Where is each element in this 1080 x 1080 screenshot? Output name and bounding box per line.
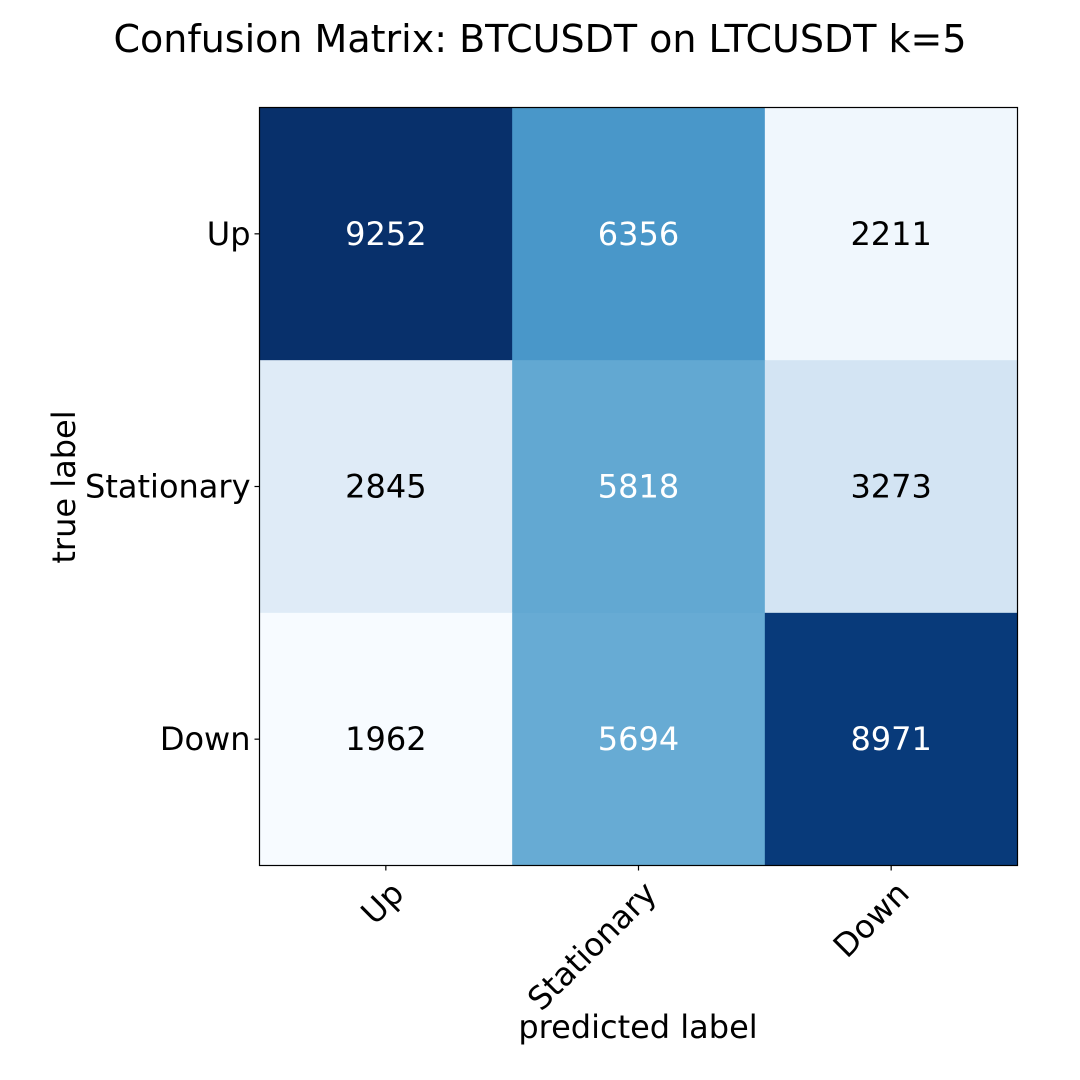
x-tick-label: Down <box>826 874 917 965</box>
cell-value-r2-c2: 8971 <box>850 720 931 758</box>
x-axis-label: predicted label <box>518 1008 757 1046</box>
y-tick-label: Down <box>160 720 251 758</box>
matrix-cell-r2-c0 <box>259 612 513 866</box>
matrix-cell-r1-c1 <box>512 360 766 614</box>
x-axis-ticks: Up Stationary Down <box>353 865 917 1018</box>
matrix-cell-r0-c0 <box>259 107 513 361</box>
y-axis-label: true label <box>45 410 83 563</box>
matrix-cell-r1-c2 <box>764 360 1018 614</box>
cell-value-r2-c1: 5694 <box>598 720 679 758</box>
cell-value-r1-c1: 5818 <box>598 468 679 506</box>
cell-value-r0-c0: 9252 <box>345 215 426 253</box>
x-tick-label: Up <box>353 874 411 932</box>
y-axis-ticks: Up Stationary Down <box>85 215 260 758</box>
chart-title: Confusion Matrix: BTCUSDT on LTCUSDT k=5 <box>113 17 966 61</box>
matrix-cell-r2-c1 <box>512 612 766 866</box>
cell-value-r0-c2: 2211 <box>850 215 931 253</box>
y-tick-label: Stationary <box>85 468 250 506</box>
matrix-cell-r1-c0 <box>259 360 513 614</box>
matrix-cell-labels: 9252 6356 2211 2845 5818 3273 1962 5694 8971 <box>345 215 932 758</box>
x-tick-label: Stationary <box>520 874 664 1018</box>
matrix-cells <box>259 107 1018 866</box>
matrix-cell-r2-c2 <box>764 612 1018 866</box>
y-tick-label: Up <box>207 215 251 253</box>
cell-value-r1-c0: 2845 <box>345 468 426 506</box>
cell-value-r0-c1: 6356 <box>598 215 679 253</box>
cell-value-r2-c0: 1962 <box>345 720 426 758</box>
cell-value-r1-c2: 3273 <box>850 468 931 506</box>
matrix-cell-r0-c2 <box>764 107 1018 361</box>
matrix-cell-r0-c1 <box>512 107 766 361</box>
